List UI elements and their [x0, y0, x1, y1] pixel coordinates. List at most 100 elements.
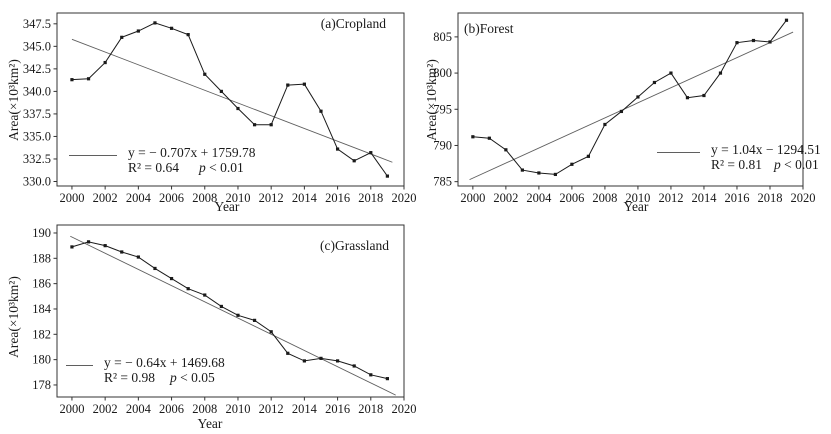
data-point-marker: [286, 83, 290, 87]
y-tick-label: 190: [32, 226, 51, 240]
x-tick-label: 2000: [460, 191, 485, 205]
data-point-marker: [153, 21, 157, 25]
forest-x-axis-label: Year: [623, 199, 649, 214]
data-point-marker: [153, 266, 157, 271]
p-symbol: p: [170, 369, 177, 385]
x-tick-label: 2016: [325, 402, 350, 416]
data-point-marker: [751, 38, 756, 43]
data-series-line: [71, 22, 388, 177]
data-point-marker: [553, 172, 557, 177]
y-tick-label: 345.0: [23, 39, 51, 53]
data-point-marker: [520, 168, 524, 172]
y-tick-label: 800: [433, 66, 452, 80]
data-point-marker: [352, 364, 356, 368]
x-tick-label: 2012: [658, 191, 683, 205]
x-tick-label: 2004: [126, 402, 152, 416]
y-tick-label: 342.5: [23, 62, 51, 76]
plot-frame: [56, 224, 405, 398]
grassland-equation: y = − 0.64x + 1469.68: [104, 355, 225, 370]
data-series-line: [472, 19, 787, 175]
x-tick-label: 2016: [325, 191, 350, 205]
y-axis-ticks: 330.0 332.5 335.0 337.5 340.0 342.5 345.0 347.5: [23, 17, 57, 188]
x-tick-label: 2018: [358, 191, 383, 205]
x-tick-label: 2000: [59, 191, 84, 205]
data-point-marker: [186, 287, 190, 291]
data-point-marker: [269, 123, 273, 127]
data-series-line: [71, 241, 388, 380]
data-point-marker: [169, 276, 174, 281]
x-tick-label: 2020: [392, 402, 417, 416]
x-axis-ticks: 2000 2002 2004 2006 2008 2010 2012 2014 2016 2018…: [59, 186, 417, 205]
forest-regression-legend: y = 1.04x − 1294.51 R² = 0.81 p < 0.01: [657, 142, 821, 172]
data-point-marker: [335, 147, 340, 151]
data-point-marker: [203, 293, 207, 297]
forest-title: (b)Forest: [464, 21, 514, 36]
trend-line-swatch: [69, 155, 117, 156]
data-point-marker: [219, 89, 223, 93]
x-tick-label: 2014: [292, 402, 318, 416]
forest-equation: y = 1.04x − 1294.51: [711, 142, 821, 157]
x-tick-label: 2010: [625, 191, 650, 205]
forest-r2: R² = 0.81: [711, 156, 763, 172]
trend-line: [469, 31, 794, 181]
data-point-marker: [784, 18, 789, 22]
data-point-marker: [768, 40, 772, 44]
x-tick-label: 2010: [225, 402, 250, 416]
y-tick-label: 186: [32, 277, 51, 291]
x-tick-label: 2004: [526, 191, 552, 205]
forest-plot-svg: 2000 2002 2004 2006 2008 2010 2012 2014 2016 2018…: [433, 12, 816, 205]
cropland-equation: y = − 0.707x + 1759.78: [128, 145, 256, 160]
data-point-marker: [252, 123, 257, 127]
y-tick-label: 337.5: [23, 107, 51, 121]
data-point-marker: [718, 71, 723, 75]
grassland-regression-legend: y = − 0.64x + 1469.68 R² = 0.98 p < 0.05: [66, 355, 225, 385]
x-tick-label: 2006: [559, 191, 584, 205]
data-point-marker: [86, 77, 91, 81]
data-point-marker: [86, 240, 91, 244]
forest-p-value: < 0.01: [780, 156, 819, 172]
chart-grassland: 2000 2002 2004 2006 2008 2010 2012 2014 2016 2018…: [0, 217, 420, 434]
data-point-marker: [471, 135, 475, 139]
data-point-marker: [186, 33, 190, 37]
data-point-marker: [385, 377, 389, 381]
data-point-marker: [319, 356, 323, 360]
x-tick-label: 2016: [724, 191, 749, 205]
cropland-x-axis-label: Year: [214, 199, 240, 214]
x-tick-label: 2002: [493, 191, 518, 205]
cropland-p-value: < 0.01: [205, 159, 244, 175]
x-tick-label: 2014: [292, 191, 318, 205]
grassland-title: (c)Grassland: [320, 238, 389, 253]
data-point-marker: [702, 93, 706, 98]
x-tick-label: 2006: [159, 402, 184, 416]
data-point-marker: [103, 244, 107, 248]
cropland-r2: R² = 0.64: [128, 159, 180, 175]
data-series-markers: [471, 18, 789, 177]
x-tick-label: 2004: [126, 191, 152, 205]
y-axis-ticks: 178 180 182 184 186 188 190: [32, 226, 57, 392]
y-tick-label: 178: [32, 378, 51, 392]
y-tick-label: 347.5: [23, 17, 51, 31]
trend-line-swatch: [657, 152, 700, 153]
data-point-marker: [103, 60, 107, 65]
data-point-marker: [136, 255, 140, 259]
x-tick-label: 2012: [259, 191, 284, 205]
cropland-regression-legend: y = − 0.707x + 1759.78 R² = 0.64 p < 0.01: [69, 145, 256, 176]
data-point-marker: [319, 109, 323, 113]
data-point-marker: [586, 154, 591, 158]
y-tick-label: 790: [433, 138, 452, 152]
data-point-marker: [136, 29, 140, 33]
data-point-marker: [252, 318, 257, 322]
cropland-stats: R² = 0.64 p < 0.01: [128, 159, 255, 176]
chart-forest: 2000 2002 2004 2006 2008 2010 2012 2014 2016 2018…: [415, 0, 831, 217]
data-point-marker: [603, 122, 607, 127]
data-point-marker: [369, 373, 373, 377]
chart-cropland: 2000 2002 2004 2006 2008 2010 2012 2014 2016 2018…: [0, 0, 420, 217]
x-tick-label: 2006: [159, 191, 184, 205]
y-tick-label: 340.0: [23, 84, 51, 98]
data-point-marker: [120, 35, 124, 39]
y-tick-label: 332.5: [23, 152, 51, 166]
x-axis-ticks: 2000 2002 2004 2006 2008 2010 2012 2014 2016 2018…: [460, 186, 816, 205]
data-point-marker: [669, 71, 673, 75]
data-point-marker: [120, 250, 124, 254]
